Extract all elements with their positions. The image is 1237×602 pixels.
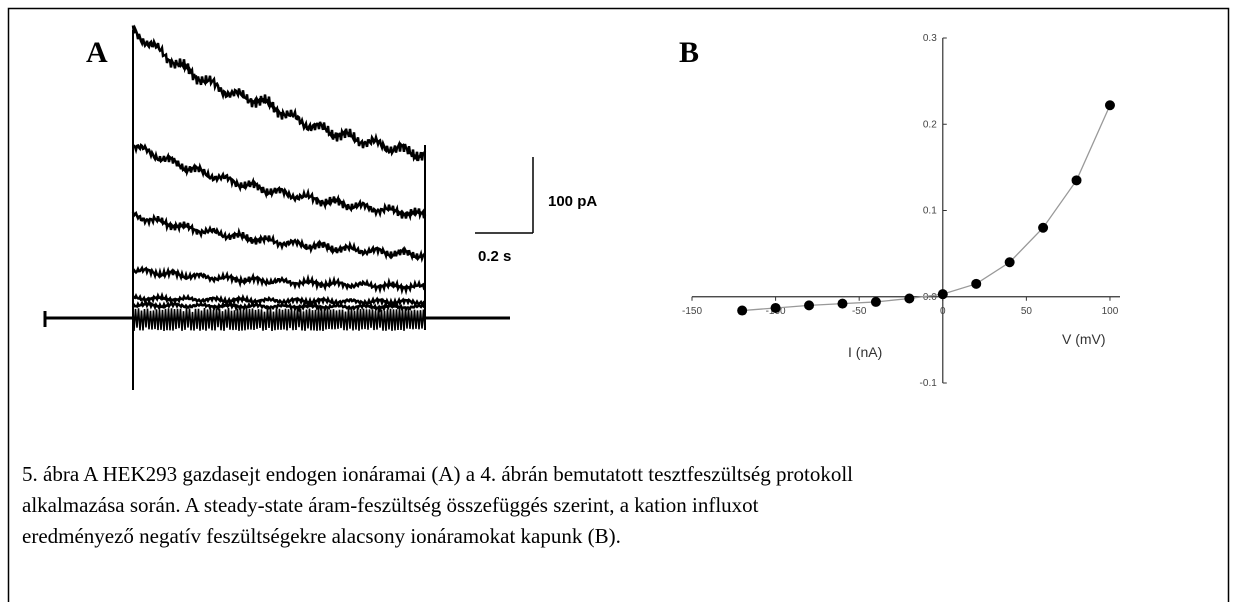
data-point [937,289,948,300]
data-point [1071,175,1082,186]
x-tick-label: 100 [1102,306,1119,317]
data-point [837,298,848,309]
noise-band [132,307,426,332]
step-edges [132,30,426,390]
x-tick-label: 0 [940,306,946,317]
scale-time-label: 0.2 s [478,248,511,265]
y-axis-label: I (nA) [848,344,882,360]
y-tick-label: 0.3 [923,33,937,44]
caption-line: alkalmazása során. A steady-state áram-f… [22,493,759,517]
data-point [804,300,815,311]
panel-label: A [86,36,108,69]
current-trace [131,265,426,296]
x-tick-label: -150 [682,306,702,317]
x-tick-label: 50 [1021,306,1033,317]
current-trace [132,291,426,308]
data-point [737,305,748,316]
y-tick-label: -0.1 [920,378,938,389]
x-tick-label: -50 [852,306,867,317]
current-trace [131,299,426,313]
caption-line: 5. ábra A HEK293 gazdasejt endogen ionár… [22,462,853,486]
data-point [904,293,915,304]
y-tick-label: 0.1 [923,206,937,217]
data-point [971,278,982,289]
current-trace [132,142,427,222]
fit-line [742,105,1111,312]
y-tick-label: 0.0 [923,292,937,303]
data-point [870,296,881,307]
data-point [1038,222,1049,233]
panel-label: B [679,36,699,69]
x-axis-label: V (mV) [1062,331,1106,347]
y-tick-label: 0.2 [923,119,937,130]
baseline [43,311,510,327]
data-point [1004,257,1015,268]
data-point [770,302,781,313]
frame [7,7,1230,602]
data-point [1104,100,1115,111]
current-trace [131,24,427,163]
scale-current-label: 100 pA [548,193,597,210]
caption-line: eredményező negatív feszültségekre alacs… [22,524,621,548]
current-trace [131,210,426,263]
